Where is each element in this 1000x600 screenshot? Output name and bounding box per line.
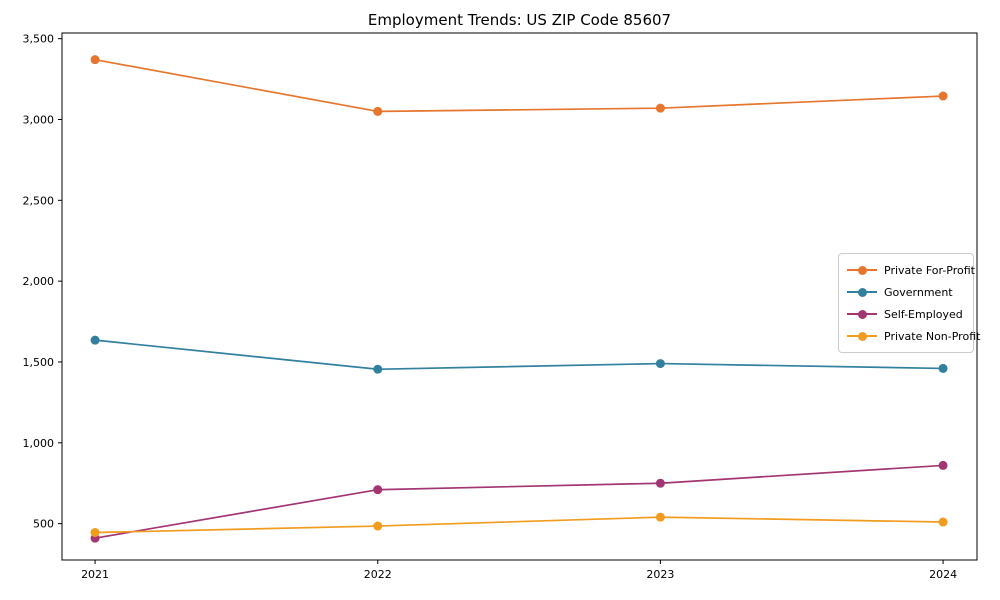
data-point-government [655,359,665,369]
series-line-self-employed [94,464,944,540]
legend-label: Government [884,285,953,299]
data-point-self-employed [655,478,665,488]
data-point-private-non-profit [655,512,665,522]
data-point-private-non-profit [373,521,383,531]
data-point-government [938,363,948,373]
legend-item-private-non-profit: Private Non-Profit [839,325,980,347]
y-axis-tick-label: 1,000 [23,437,55,450]
y-axis-tick-label: 2,500 [23,194,55,207]
y-axis-tick-label: 1,500 [23,356,55,369]
x-axis-tick-label: 2023 [646,568,674,581]
data-point-government [373,364,383,374]
data-point-government [90,335,100,345]
legend-marker-icon [847,265,877,275]
series-line-government [94,339,944,371]
series-line-private-for-profit [94,58,944,113]
x-axis-tick-label: 2024 [929,568,957,581]
x-axis-tick-label: 2021 [81,568,109,581]
legend-label: Private For-Profit [884,263,975,277]
axes-frame [61,32,978,561]
y-axis-tick-label: 500 [33,518,54,531]
legend-item-government: Government [839,281,973,303]
legend-marker-icon [847,287,877,297]
chart-legend: Private For-Profit Government Self-Employe… [838,253,980,353]
data-point-private-for-profit [655,103,665,113]
data-point-private-for-profit [373,106,383,116]
data-point-private-for-profit [90,55,100,65]
y-axis-tick-label: 3,500 [23,33,55,46]
x-axis-tick-label: 2022 [364,568,392,581]
legend-label: Self-Employed [884,307,963,321]
y-axis-tick-label: 2,000 [23,275,55,288]
legend-marker-icon [847,331,877,341]
legend-item-private-for-profit: Private For-Profit [839,259,975,281]
data-point-private-for-profit [938,91,948,101]
chart-title: Employment Trends: US ZIP Code 85607 [367,11,672,29]
legend-item-self-employed: Self-Employed [839,303,973,325]
data-point-self-employed [373,485,383,495]
y-axis-tick-label: 3,000 [23,113,55,126]
legend-label: Private Non-Profit [884,329,981,343]
series-line-private-non-profit [95,516,944,534]
data-point-private-non-profit [90,528,100,538]
legend-marker-icon [847,309,877,319]
data-point-private-non-profit [938,517,948,527]
data-point-self-employed [938,460,948,470]
